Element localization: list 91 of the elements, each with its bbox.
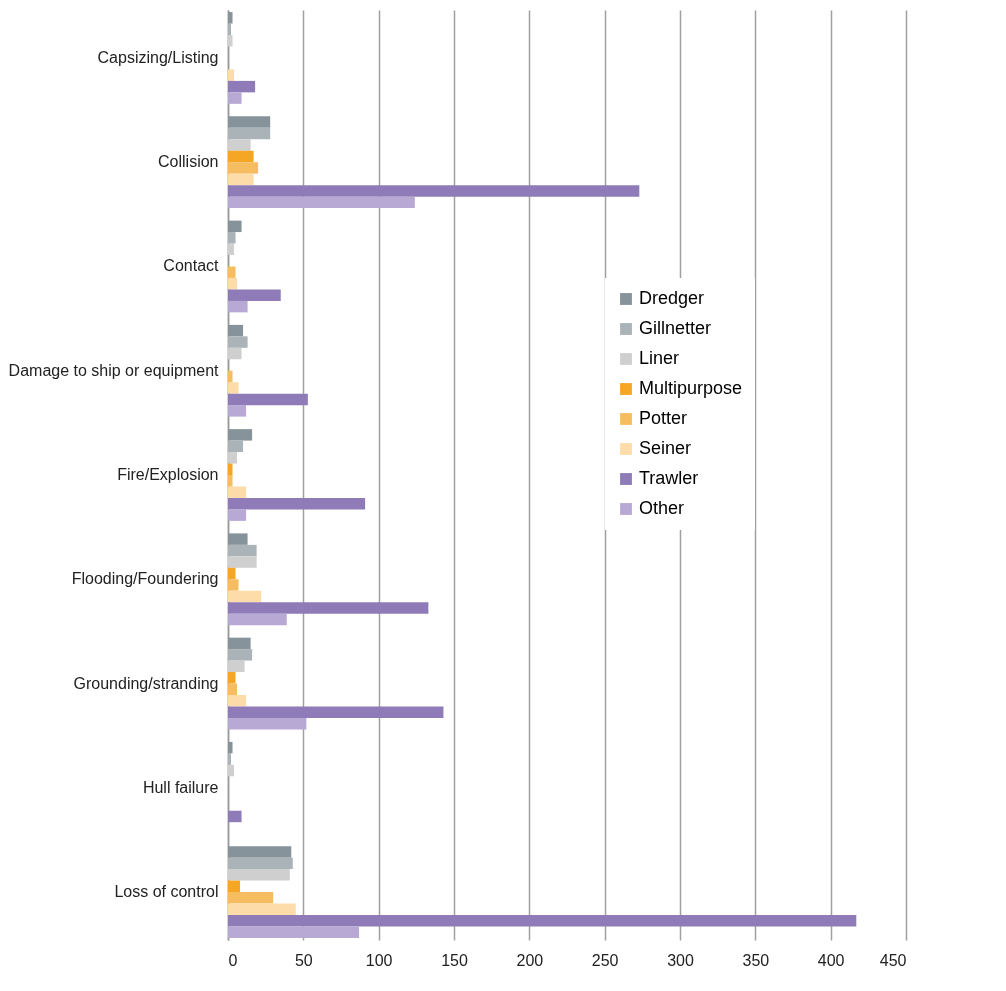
bar bbox=[228, 857, 293, 870]
y-tick-label: Contact bbox=[163, 257, 220, 275]
bar bbox=[228, 926, 360, 938]
bar bbox=[228, 347, 242, 360]
bar bbox=[228, 810, 242, 823]
x-tick-label: 300 bbox=[667, 951, 694, 969]
bar bbox=[228, 869, 290, 881]
bar bbox=[228, 336, 248, 348]
bar bbox=[228, 185, 640, 197]
bar bbox=[228, 150, 254, 163]
bar bbox=[228, 602, 429, 614]
bar bbox=[228, 405, 247, 417]
bar bbox=[228, 567, 236, 580]
bar bbox=[228, 741, 233, 754]
bar bbox=[228, 289, 281, 301]
bar bbox=[228, 556, 257, 568]
bar bbox=[228, 764, 235, 777]
x-tick-label: 350 bbox=[742, 951, 770, 969]
bar bbox=[228, 613, 287, 626]
bar bbox=[228, 370, 233, 383]
x-tick-label: 50 bbox=[294, 951, 313, 969]
bar bbox=[228, 92, 242, 104]
bar bbox=[228, 116, 271, 128]
bar bbox=[228, 533, 248, 545]
legend-label: Seiner bbox=[639, 438, 692, 458]
bar bbox=[228, 173, 254, 186]
bar bbox=[228, 706, 444, 718]
bar bbox=[228, 196, 415, 209]
bar bbox=[228, 694, 247, 707]
x-tick-label: 450 bbox=[879, 951, 907, 969]
x-tick-label: 250 bbox=[591, 951, 619, 969]
y-tick-label: Collision bbox=[158, 153, 219, 171]
bar bbox=[228, 660, 245, 673]
legend-label: Gillnetter bbox=[639, 318, 712, 338]
legend-label: Trawler bbox=[639, 468, 699, 488]
bar bbox=[228, 846, 292, 858]
bar bbox=[228, 440, 244, 453]
bar bbox=[228, 139, 251, 151]
bar bbox=[228, 35, 233, 47]
bar bbox=[228, 324, 244, 337]
bar bbox=[228, 220, 242, 233]
bar bbox=[228, 300, 248, 313]
y-tick-label: Hull failure bbox=[142, 778, 219, 796]
y-tick-label: Damage to ship or equipment bbox=[8, 361, 220, 379]
bar bbox=[228, 266, 236, 278]
legend-label: Potter bbox=[639, 408, 688, 428]
x-tick-label: 150 bbox=[441, 951, 468, 969]
bar bbox=[228, 649, 253, 661]
bar bbox=[228, 127, 271, 140]
y-tick-label: Flooding/Foundering bbox=[71, 570, 219, 588]
bar bbox=[228, 277, 238, 290]
x-tick-label: 0 bbox=[228, 951, 238, 969]
bar bbox=[228, 683, 238, 695]
bar bbox=[228, 12, 233, 24]
bar bbox=[228, 429, 253, 441]
bar bbox=[228, 579, 239, 591]
y-tick-label: Fire/Explosion bbox=[117, 466, 219, 483]
y-tick-label: Capsizing/Listing bbox=[97, 48, 219, 66]
x-tick-label: 200 bbox=[516, 951, 544, 969]
y-tick-label: Loss of control bbox=[114, 883, 219, 901]
bar bbox=[228, 717, 307, 730]
bar bbox=[228, 382, 239, 394]
bar bbox=[228, 509, 247, 521]
bar bbox=[228, 892, 274, 904]
bar bbox=[228, 672, 236, 684]
bar bbox=[228, 243, 235, 256]
legend-label: Multipurpose bbox=[639, 378, 743, 398]
bar bbox=[228, 463, 233, 475]
bar bbox=[228, 880, 241, 893]
bar bbox=[228, 903, 296, 915]
bar bbox=[228, 80, 256, 93]
bar bbox=[228, 590, 262, 603]
bar bbox=[228, 23, 232, 36]
bar bbox=[228, 544, 257, 557]
x-tick-label: 400 bbox=[817, 951, 845, 969]
legend-label: Dredger bbox=[639, 288, 705, 308]
bar bbox=[228, 393, 308, 406]
bar bbox=[228, 69, 235, 81]
bar bbox=[228, 637, 251, 650]
bar bbox=[228, 475, 233, 487]
y-tick-label: Grounding/stranding bbox=[73, 674, 219, 692]
bar bbox=[228, 452, 238, 464]
bar bbox=[228, 753, 232, 765]
bar bbox=[228, 914, 857, 927]
x-tick-label: 100 bbox=[365, 951, 393, 969]
bar bbox=[228, 497, 366, 510]
bar bbox=[228, 486, 247, 498]
bar bbox=[228, 232, 236, 244]
legend-label: Other bbox=[639, 498, 685, 518]
legend-label: Liner bbox=[639, 348, 680, 368]
bar bbox=[228, 162, 259, 174]
